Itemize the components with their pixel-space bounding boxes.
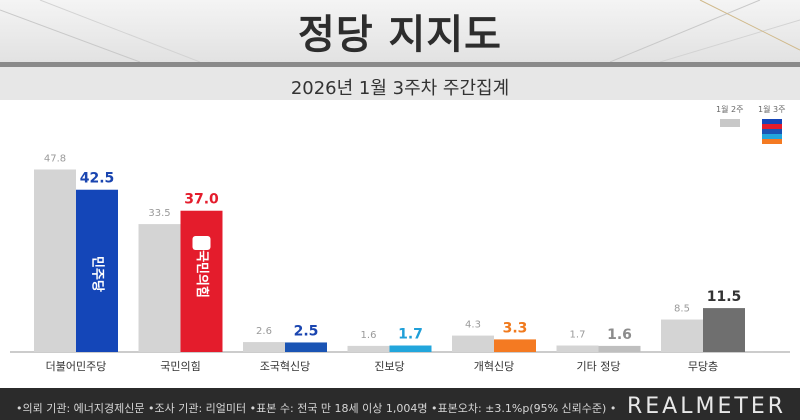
chart-subtitle: 2026년 1월 3주차 주간집계	[290, 78, 510, 99]
value-label-curr-1: 37.0	[184, 192, 219, 208]
bar-curr-1	[180, 210, 223, 352]
category-label-6: 무당층	[688, 360, 718, 373]
legend-prev-label: 1월 2주	[716, 105, 744, 114]
party-logo-1: 국민의힘	[194, 250, 210, 298]
value-label-curr-3: 1.7	[398, 327, 423, 343]
bar-prev-3	[347, 345, 390, 352]
bar-prev-0	[34, 169, 76, 352]
brand-logo: REALMETER	[627, 394, 786, 419]
header-banner: 정당 지지도	[0, 0, 800, 62]
bar-chart: 47.8 42.5 더불어민주당 33.5 37.0 국민의힘 2.6 2.5 조국혁신당 1.6…	[10, 153, 790, 373]
category-label-0: 더불어민주당	[46, 360, 107, 373]
value-label-curr-2: 2.5	[294, 323, 319, 339]
category-label-4: 개혁신당	[474, 360, 514, 373]
bar-prev-6	[661, 319, 703, 352]
legend-curr: 1월 3주	[758, 104, 785, 144]
value-label-prev-4: 4.3	[465, 320, 481, 331]
value-label-prev-6: 8.5	[674, 304, 690, 315]
bar-curr-6	[703, 308, 745, 352]
bar-curr-2	[285, 342, 327, 352]
legend-prev-swatch	[719, 119, 740, 127]
subtitle-bar: 2026년 1월 3주차 주간집계	[0, 62, 800, 100]
bar-prev-1	[138, 224, 181, 352]
legend-curr-swatch	[761, 119, 782, 144]
footer: •의뢰 기관: 에너지경제신문 •조사 기관: 리얼미터 •표본 수: 전국 만…	[0, 388, 800, 420]
legend-prev: 1월 2주	[716, 104, 743, 127]
bar-prev-4	[452, 335, 494, 352]
value-label-curr-5: 1.6	[607, 327, 632, 343]
bar-curr-3	[389, 345, 432, 352]
value-label-curr-0: 42.5	[80, 171, 115, 187]
value-label-prev-3: 1.6	[361, 330, 377, 341]
value-label-prev-2: 2.6	[256, 326, 272, 337]
value-label-prev-0: 47.8	[44, 153, 66, 164]
value-label-curr-6: 11.5	[707, 289, 742, 305]
header-decoration	[0, 0, 800, 62]
value-label-curr-4: 3.3	[503, 320, 528, 336]
ppp-logo-icon	[192, 236, 211, 250]
bar-prev-5	[556, 345, 599, 352]
category-label-1: 국민의힘	[160, 360, 200, 373]
bar-prev-2	[243, 342, 285, 352]
category-label-3: 진보당	[374, 360, 404, 373]
party-logo-0: 민주당	[90, 256, 106, 292]
bar-curr-5	[598, 345, 641, 352]
bar-curr-0	[76, 189, 118, 352]
footer-source: •의뢰 기관: 에너지경제신문 •조사 기관: 리얼미터 •표본 수: 전국 만…	[16, 402, 616, 415]
value-label-prev-5: 1.7	[570, 330, 586, 341]
page-title: 정당 지지도	[298, 12, 502, 58]
category-label-5: 기타 정당	[577, 360, 621, 373]
legend-curr-label: 1월 3주	[758, 105, 786, 114]
bar-curr-4	[494, 339, 536, 352]
value-label-prev-1: 33.5	[148, 208, 170, 219]
category-label-2: 조국혁신당	[260, 360, 311, 373]
